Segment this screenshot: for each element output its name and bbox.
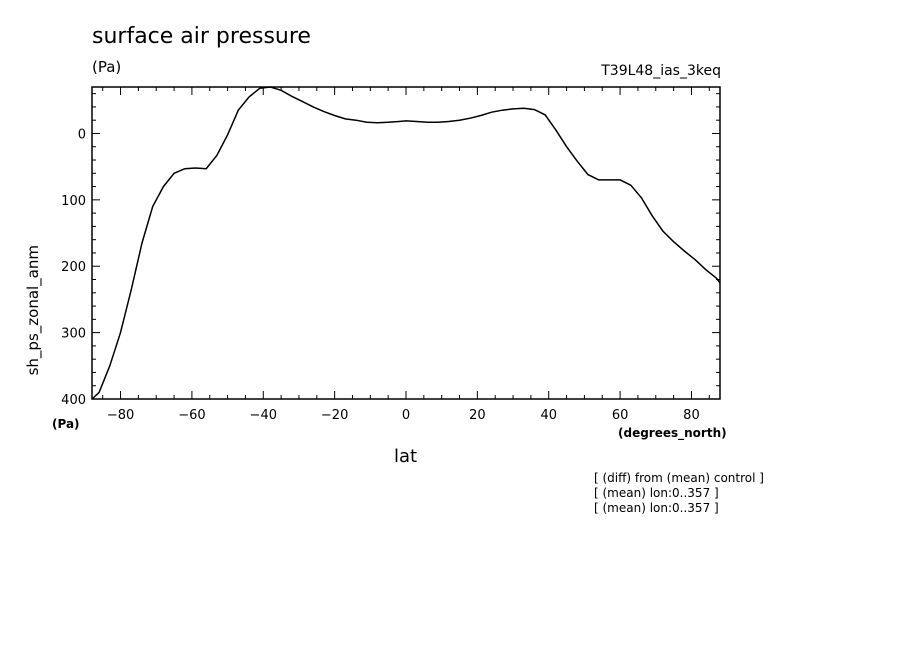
y-tick-label: 400 [61, 393, 86, 408]
note-line: [ (mean) lon:0..357 ] [594, 501, 719, 515]
annotation-notes: [ (diff) from (mean) control ] [ (mean) … [594, 471, 764, 516]
x-tick-label: 60 [612, 408, 629, 423]
x-tick-label: −40 [250, 408, 277, 423]
x-tick-label: −20 [321, 408, 348, 423]
note-line: [ (diff) from (mean) control ] [594, 471, 764, 485]
x-tick-label: −60 [178, 408, 205, 423]
x-tick-label: 40 [540, 408, 557, 423]
x-axis-units: (degrees_north) [618, 426, 727, 440]
y-axis-units: (Pa) [52, 417, 80, 431]
x-tick-label: −80 [107, 408, 134, 423]
note-line: [ (mean) lon:0..357 ] [594, 486, 719, 500]
y-tick-label: 100 [61, 194, 86, 209]
y-tick-label: 0 [78, 127, 86, 142]
chart-units: (Pa) [92, 58, 122, 76]
x-tick-label: 20 [469, 408, 486, 423]
x-axis-label: lat [394, 446, 418, 467]
plot-frame [91, 86, 721, 400]
x-tick-label: 0 [402, 408, 410, 423]
y-tick-label: 200 [61, 260, 86, 275]
run-name: T39L48_ias_3keq [601, 63, 721, 79]
chart-title: surface air pressure [92, 24, 311, 49]
x-tick-label: 80 [683, 408, 700, 423]
series-line [91, 86, 721, 400]
y-axis-label: sh_ps_zonal_anm [24, 245, 42, 376]
y-tick-label: 300 [61, 327, 86, 342]
